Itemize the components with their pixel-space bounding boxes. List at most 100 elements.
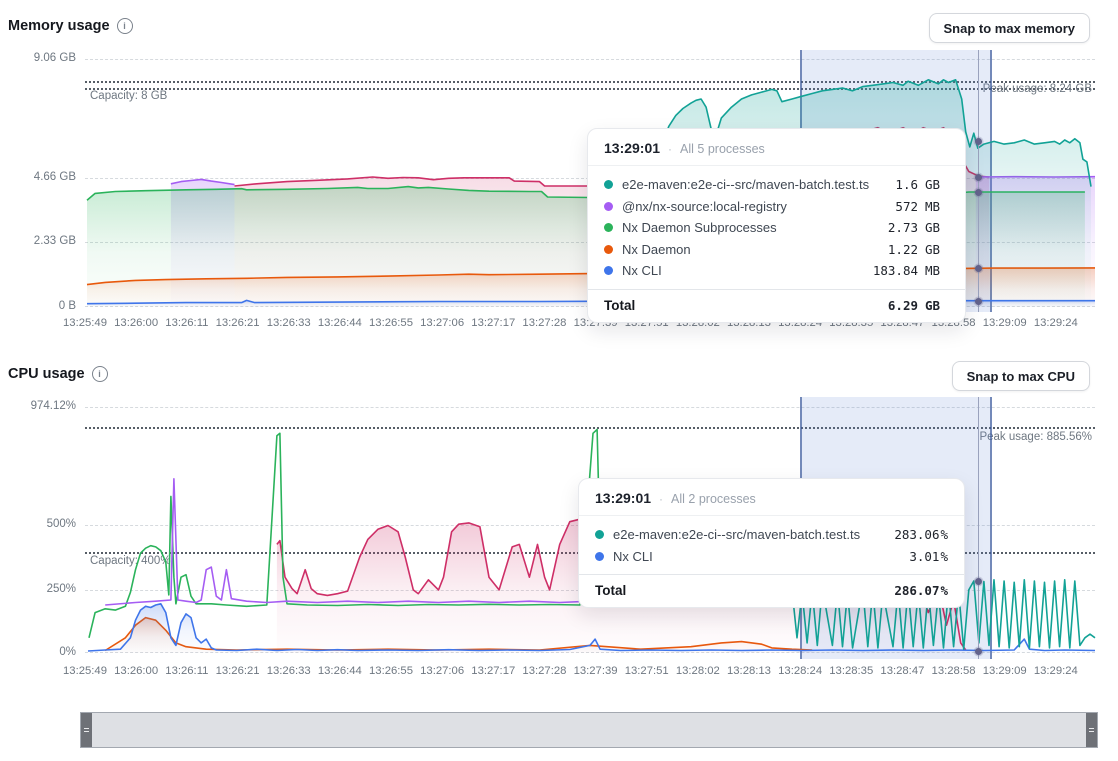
memory-usage-title: Memory usage — [8, 18, 110, 34]
cpu-tooltip-total: Total 286.07 % — [579, 574, 964, 607]
process-value-unit: MB — [925, 263, 949, 278]
x-tick-label: 13:28:24 — [778, 665, 822, 677]
cpu-tooltip-header: 13:29:01 · All 2 processes — [579, 479, 964, 516]
memory-hover-dot-teal — [975, 138, 982, 145]
cpu-y-tick: 0% — [0, 646, 76, 658]
memory-hover-dot-green — [975, 189, 982, 196]
time-range-brush[interactable] — [80, 712, 1098, 748]
x-tick-label: 13:28:58 — [932, 665, 976, 677]
cpu-tooltip-rows: e2e-maven:e2e-ci--src/maven-batch.test.t… — [579, 516, 964, 574]
process-value: 1.22 — [888, 242, 918, 257]
tooltip-subtitle: All 2 processes — [671, 492, 756, 506]
tooltip-total-label: Total — [604, 298, 888, 313]
process-value: 183.84 — [873, 263, 918, 278]
process-value-unit: GB — [925, 242, 949, 257]
x-tick-label: 13:27:28 — [522, 317, 566, 329]
brush-handle-right[interactable] — [1086, 713, 1097, 747]
x-tick-label: 13:28:02 — [676, 665, 720, 677]
brush-handle-left[interactable] — [81, 713, 92, 747]
memory-y-tick: 2.33 GB — [0, 235, 76, 247]
process-name: Nx Daemon Subprocesses — [622, 220, 888, 235]
memory-tooltip-rows: e2e-maven:e2e-ci--src/maven-batch.test.t… — [588, 166, 965, 289]
process-value: 1.6 — [895, 177, 918, 192]
snap-to-max-cpu-button[interactable]: Snap to max CPU — [952, 361, 1090, 391]
tooltip-process-row: e2e-maven:e2e-ci--src/maven-batch.test.t… — [595, 524, 948, 546]
x-tick-label: 13:26:55 — [369, 317, 413, 329]
x-tick-label: 13:29:09 — [983, 317, 1027, 329]
process-value: 3.01 — [909, 549, 939, 564]
series-color-dot — [604, 266, 613, 275]
memory-tooltip-total: Total 6.29 GB — [588, 289, 965, 322]
x-tick-label: 13:29:24 — [1034, 665, 1078, 677]
tooltip-time: 13:29:01 — [604, 140, 660, 156]
process-name: Nx CLI — [613, 549, 909, 564]
series-color-dot — [604, 245, 613, 254]
tooltip-separator: · — [659, 492, 663, 506]
cpu-hover-dot-blue — [975, 648, 982, 655]
x-tick-label: 13:26:44 — [318, 665, 362, 677]
x-tick-label: 13:27:17 — [471, 317, 515, 329]
x-tick-label: 13:25:49 — [63, 317, 107, 329]
process-name: e2e-maven:e2e-ci--src/maven-batch.test.t… — [613, 527, 894, 542]
cpu-y-tick: 500% — [0, 518, 76, 530]
x-tick-label: 13:27:28 — [522, 665, 566, 677]
cpu-y-tick: 974.12% — [0, 400, 76, 412]
process-value-unit: GB — [925, 177, 949, 192]
process-value-unit: GB — [925, 220, 949, 235]
memory-y-tick: 9.06 GB — [0, 52, 76, 64]
tooltip-total-value: 6.29 — [888, 298, 918, 313]
tooltip-process-row: Nx Daemon1.22 GB — [604, 239, 949, 261]
memory-hover-dot-purple — [975, 174, 982, 181]
x-tick-label: 13:26:44 — [318, 317, 362, 329]
tooltip-total-unit: % — [940, 583, 948, 598]
process-name: @nx/nx-source:local-registry — [622, 199, 895, 214]
cpu-tooltip: 13:29:01 · All 2 processes e2e-maven:e2e… — [578, 478, 965, 608]
cpu-hover-dot-teal — [975, 578, 982, 585]
tooltip-total-value: 286.07 — [894, 583, 939, 598]
process-value: 2.73 — [888, 220, 918, 235]
memory-hover-dot-orange — [975, 265, 982, 272]
memory-info-icon[interactable]: i — [117, 18, 133, 34]
memory-y-tick: 0 B — [0, 300, 76, 312]
tooltip-total-label: Total — [595, 583, 894, 598]
memory-crosshair — [978, 50, 979, 312]
snap-to-max-memory-button[interactable]: Snap to max memory — [929, 13, 1091, 43]
cpu-section-header: CPU usage i — [8, 366, 108, 382]
cpu-crosshair — [978, 397, 979, 659]
x-tick-label: 13:28:35 — [829, 665, 873, 677]
x-tick-label: 13:27:17 — [471, 665, 515, 677]
series-color-dot — [595, 552, 604, 561]
process-name: Nx Daemon — [622, 242, 888, 257]
process-value: 572 — [895, 199, 918, 214]
x-tick-label: 13:25:49 — [63, 665, 107, 677]
memory-y-tick: 4.66 GB — [0, 171, 76, 183]
process-name: e2e-maven:e2e-ci--src/maven-batch.test.t… — [622, 177, 895, 192]
x-tick-label: 13:26:21 — [216, 317, 260, 329]
tooltip-separator: · — [668, 142, 672, 156]
cpu-info-icon[interactable]: i — [92, 366, 108, 382]
memory-tooltip-header: 13:29:01 · All 5 processes — [588, 129, 965, 166]
cpu-y-tick: 250% — [0, 583, 76, 595]
x-tick-label: 13:29:24 — [1034, 317, 1078, 329]
x-tick-label: 13:27:39 — [574, 665, 618, 677]
x-tick-label: 13:27:51 — [625, 665, 669, 677]
tooltip-subtitle: All 5 processes — [680, 142, 765, 156]
series-color-dot — [604, 202, 613, 211]
x-tick-label: 13:26:21 — [216, 665, 260, 677]
tooltip-process-row: Nx CLI3.01% — [595, 546, 948, 568]
process-value: 283.06 — [894, 527, 939, 542]
x-tick-label: 13:26:11 — [165, 665, 208, 677]
process-value-unit: % — [940, 527, 948, 542]
tooltip-process-row: @nx/nx-source:local-registry572MB — [604, 196, 949, 218]
tooltip-process-row: Nx Daemon Subprocesses2.73 GB — [604, 217, 949, 239]
x-tick-label: 13:26:00 — [114, 317, 158, 329]
process-value-unit: % — [940, 549, 948, 564]
x-tick-label: 13:27:06 — [420, 665, 464, 677]
tooltip-process-row: Nx CLI183.84MB — [604, 260, 949, 282]
series-color-dot — [604, 180, 613, 189]
x-tick-label: 13:26:33 — [267, 317, 311, 329]
series-color-dot — [595, 530, 604, 539]
x-tick-label: 13:28:13 — [727, 665, 771, 677]
memory-section-header: Memory usage i — [8, 18, 133, 34]
tooltip-total-unit: GB — [925, 298, 949, 313]
